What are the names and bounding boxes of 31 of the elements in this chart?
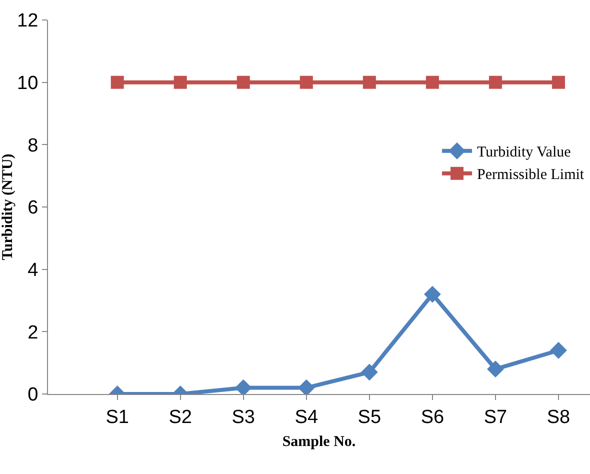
point [110, 76, 124, 89]
x-tick-label: S2 [168, 406, 192, 428]
point [487, 360, 504, 378]
y-tick-label: 4 [28, 260, 39, 281]
y-tick-label: 6 [28, 198, 38, 219]
point [362, 76, 376, 89]
point [360, 364, 378, 381]
y-axis-title: Turbidity (NTU) [0, 154, 16, 260]
x-tick-label: S4 [294, 406, 318, 428]
y-tick-label: 10 [17, 72, 38, 94]
x-tick-label: S3 [232, 406, 255, 428]
x-tick-label: S6 [420, 406, 444, 428]
point [426, 76, 439, 89]
x-tick-label: S5 [358, 406, 382, 428]
y-tick-label: 12 [17, 10, 38, 32]
point [174, 76, 187, 89]
x-axis-title: Sample No. [282, 434, 356, 450]
point [550, 342, 567, 359]
point [552, 76, 565, 89]
point [488, 76, 502, 89]
x-tick-label: S7 [484, 406, 508, 428]
point [300, 76, 313, 89]
y-tick-label: 8 [28, 135, 38, 156]
x-tick-label: S8 [546, 406, 570, 428]
legend-label: Turbidity Value [477, 144, 572, 161]
point [236, 76, 250, 89]
x-tick-label: S1 [106, 406, 129, 428]
y-tick-label: 2 [28, 322, 38, 344]
y-tick-label: 0 [28, 384, 38, 406]
point [424, 286, 441, 303]
legend-label: Permissible Limit [477, 167, 585, 184]
